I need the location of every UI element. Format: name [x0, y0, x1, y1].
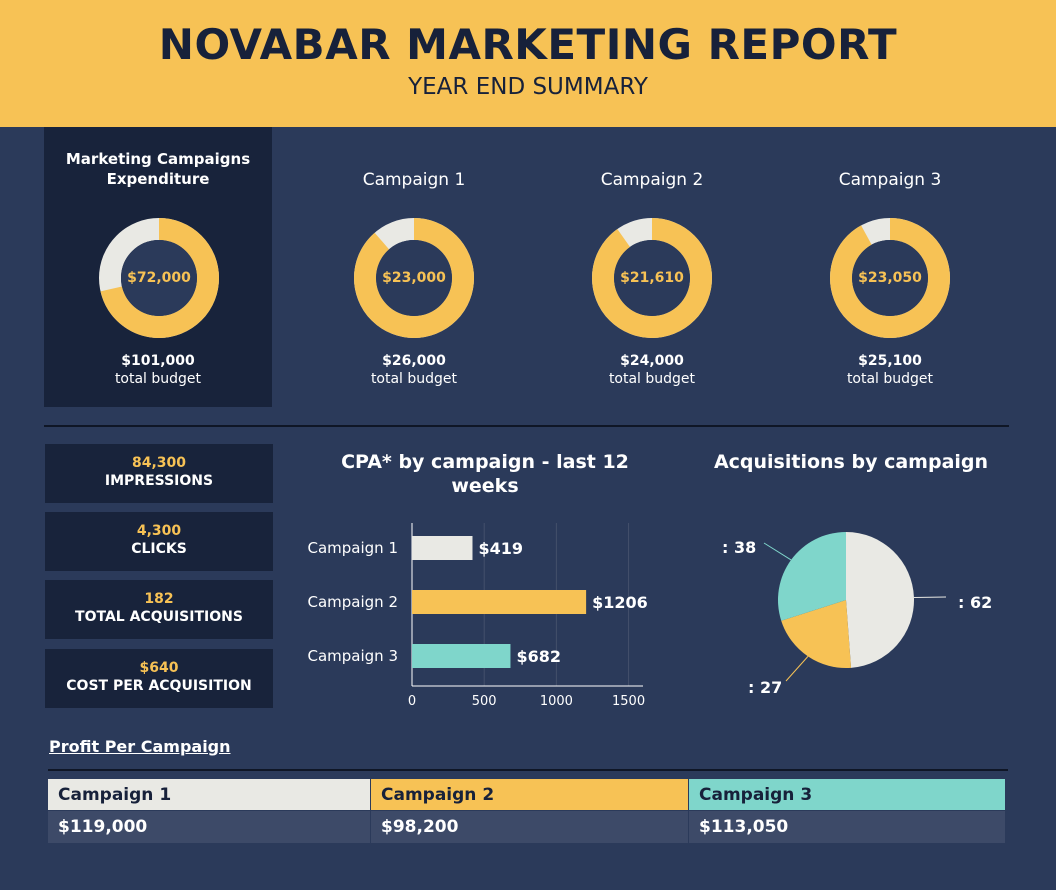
campaign-2-title: Campaign 2	[600, 170, 704, 190]
report-title: NOVABAR MARKETING REPORT	[158, 20, 898, 69]
campaign-3-title: Campaign 3	[838, 170, 942, 190]
category-label: Campaign 1	[308, 539, 399, 557]
donut-campaign-3-value: $23,050	[858, 270, 922, 286]
profit-header-campaign-1: Campaign 1	[48, 779, 370, 810]
campaign-3-budget-label: total budget	[846, 371, 934, 387]
stat-acquisitions: 182 TOTAL ACQUISITIONS	[45, 580, 273, 639]
donut-spent-arc	[830, 218, 950, 338]
pie-slice-label: : 62	[958, 593, 992, 612]
bar-value-label: $682	[516, 647, 561, 666]
profit-value-campaign-2: $98,200	[371, 811, 688, 843]
stat-cpa-value: $640	[139, 660, 179, 676]
report-subtitle: YEAR END SUMMARY	[408, 74, 648, 100]
stat-impressions: 84,300 IMPRESSIONS	[45, 444, 273, 503]
stat-clicks-value: 4,300	[136, 523, 182, 539]
donut-campaign-1: $23,000	[352, 216, 476, 340]
report-header: NOVABAR MARKETING REPORT YEAR END SUMMAR…	[0, 0, 1056, 127]
donut-hole	[614, 240, 690, 316]
campaign-1-title: Campaign 1	[362, 170, 466, 190]
bar-value-label: $1206	[592, 593, 648, 612]
category-label: Campaign 3	[308, 647, 399, 665]
profit-value-campaign-3: $113,050	[689, 811, 1005, 843]
pie-slice-3	[778, 532, 846, 621]
x-tick-label: 0	[408, 694, 416, 709]
cpa-chart-title: CPA* by campaign - last 12 weeks	[341, 451, 629, 497]
stat-acquisitions-label: TOTAL ACQUISITIONS	[75, 609, 243, 625]
donut-spent-arc	[592, 218, 712, 338]
cpa-bar-chart: 0 500 1000 1500 Campaign 1 $419 Campaign 2 $120…	[308, 523, 648, 709]
category-label: Campaign 2	[308, 593, 399, 611]
donut-campaign-3: $23,050	[828, 216, 952, 340]
stat-impressions-value: 84,300	[131, 455, 187, 471]
profit-table-rule	[48, 769, 1008, 771]
profit-title: Profit Per Campaign	[49, 737, 231, 756]
pie-slice-label: : 38	[722, 538, 756, 557]
x-tick-label: 500	[472, 694, 497, 709]
campaign-2-budget-label: total budget	[608, 371, 696, 387]
profit-value-campaign-1: $119,000	[48, 811, 370, 843]
campaign-2-budget-amount: $24,000	[620, 353, 684, 369]
acquisitions-pie-chart: : 62 : 27 : 38	[722, 532, 992, 697]
profit-header-campaign-2: Campaign 2	[371, 779, 688, 810]
campaign-1-budget-amount: $26,000	[382, 353, 446, 369]
stat-acquisitions-value: 182	[144, 591, 174, 607]
stat-cpa-label: COST PER ACQUISITION	[66, 678, 252, 694]
total-budget-label: total budget	[114, 371, 202, 387]
bar-value-label: $419	[478, 539, 523, 558]
donut-campaign-2-value: $21,610	[620, 270, 684, 286]
section-divider	[44, 425, 1009, 427]
stat-clicks: 4,300 CLICKS	[45, 512, 273, 571]
acquisitions-chart-title: Acquisitions by campaign	[713, 451, 989, 473]
donut-spent-arc	[99, 218, 219, 338]
expenditure-panel: Marketing Campaigns Expenditure	[44, 127, 272, 407]
donut-spent-arc	[354, 218, 474, 338]
campaign-1-budget-label: total budget	[370, 371, 458, 387]
donut-hole	[121, 240, 197, 316]
x-tick-label: 1000	[540, 694, 573, 709]
profit-header-campaign-3: Campaign 3	[689, 779, 1005, 810]
pie-leader-line	[785, 656, 809, 682]
pie-slice-2	[781, 600, 852, 668]
stat-impressions-label: IMPRESSIONS	[104, 473, 214, 489]
bar-3	[412, 644, 511, 668]
donut-hole	[852, 240, 928, 316]
stat-cpa: $640 COST PER ACQUISITION	[45, 649, 273, 708]
campaign-3-budget-amount: $25,100	[858, 353, 922, 369]
x-tick-label: 1500	[612, 694, 645, 709]
donut-campaign-1-value: $23,000	[382, 270, 446, 286]
donut-hole	[376, 240, 452, 316]
pie-slice-label: : 27	[748, 678, 782, 697]
bar-1	[412, 536, 473, 560]
donut-total: $72,000	[97, 216, 221, 340]
donut-total-value: $72,000	[127, 270, 191, 286]
donut-campaign-2: $21,610	[590, 216, 714, 340]
bar-2	[412, 590, 587, 614]
expenditure-title: Marketing Campaigns Expenditure	[65, 150, 251, 188]
total-budget-amount: $101,000	[121, 353, 195, 369]
pie-leader-line	[763, 542, 792, 561]
pie-slice-1	[846, 532, 915, 668]
stat-clicks-label: CLICKS	[131, 541, 187, 557]
